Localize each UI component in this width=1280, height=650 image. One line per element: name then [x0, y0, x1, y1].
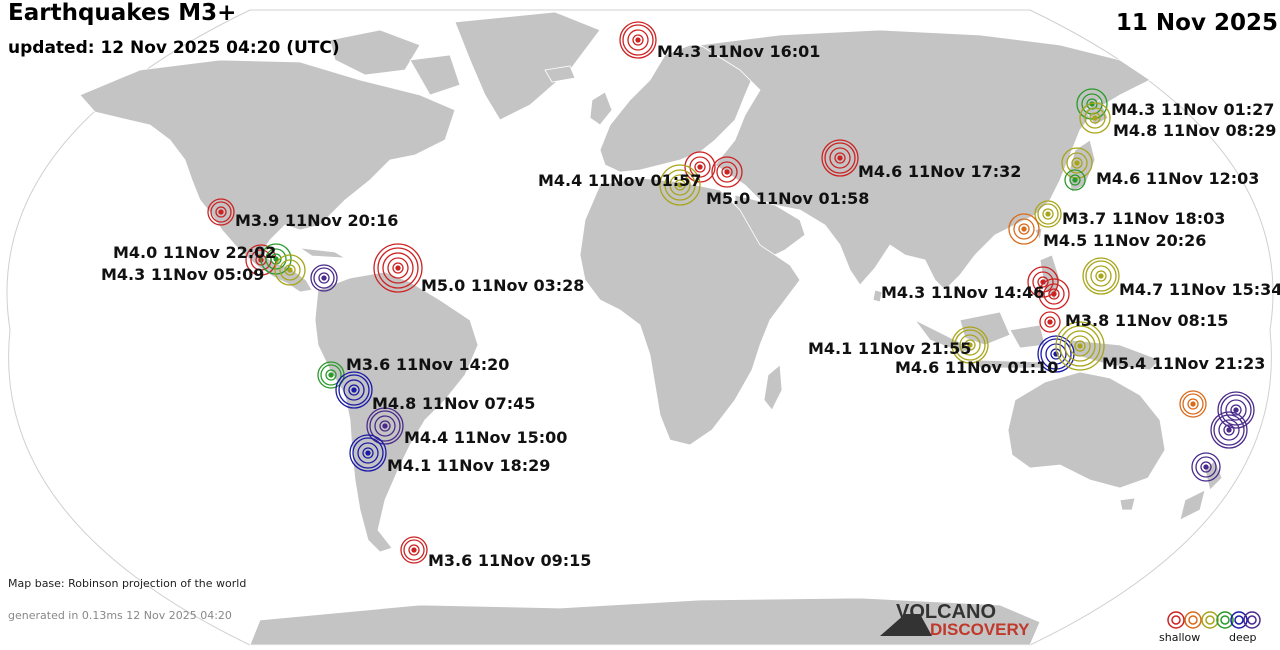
quake-marker: [1039, 311, 1061, 333]
quake-label: M4.4 11Nov 01:57: [538, 171, 702, 190]
quake-marker: [373, 243, 423, 293]
quake-marker: [659, 164, 701, 206]
quake-label: M5.0 11Nov 03:28: [421, 276, 585, 295]
quake-label: M3.6 11Nov 14:20: [346, 355, 510, 374]
quake-label: M5.0 11Nov 01:58: [706, 189, 870, 208]
quake-label: M4.0 11Nov 22:02: [113, 243, 277, 262]
map-title: Earthquakes M3+: [8, 0, 237, 26]
quake-marker: [1079, 102, 1111, 134]
quake-marker: [1038, 278, 1070, 310]
quake-marker: [821, 139, 859, 177]
quake-marker: [207, 198, 235, 226]
logo-volcano-text[interactable]: VOLCANO: [896, 601, 996, 623]
quake-label: M3.8 11Nov 08:15: [1065, 311, 1229, 330]
quake-marker: [1064, 169, 1086, 191]
logo-discovery-text[interactable]: DISCOVERY: [930, 620, 1030, 639]
quake-marker: [335, 371, 373, 409]
greenland: [454, 11, 601, 121]
quake-label: M3.9 11Nov 20:16: [235, 211, 399, 230]
quake-marker: [1061, 147, 1093, 179]
legend-deep-label: deep: [1229, 631, 1257, 644]
quake-marker: [260, 243, 292, 275]
quake-label: M4.5 11Nov 20:26: [1043, 231, 1207, 250]
quake-label: M3.6 11Nov 09:15: [428, 551, 592, 570]
australia: [1007, 371, 1166, 489]
quake-marker: [1008, 213, 1040, 245]
volcano-logo-icon: [880, 614, 932, 636]
quake-marker: [310, 264, 338, 292]
quake-marker: [1191, 452, 1221, 482]
quake-label: M4.8 11Nov 08:29: [1113, 121, 1277, 140]
quake-marker: [1179, 390, 1207, 418]
quake-marker: [619, 21, 657, 59]
quake-label: M4.3 11Nov 01:27: [1111, 100, 1275, 119]
quake-label: M4.1 11Nov 18:29: [387, 456, 551, 475]
quake-marker: [1034, 200, 1062, 228]
map-date: 11 Nov 2025: [1115, 10, 1278, 36]
quake-label: M4.6 11Nov 17:32: [858, 162, 1022, 181]
quake-label: M4.3 11Nov 14:46: [881, 283, 1045, 302]
updated-timestamp: updated: 12 Nov 2025 04:20 (UTC): [8, 38, 340, 58]
quake-marker: [366, 407, 404, 445]
quake-label: M4.6 11Nov 12:03: [1096, 169, 1260, 188]
quake-marker: [400, 536, 428, 564]
arctic-islands: [329, 29, 421, 76]
quake-marker: [1055, 321, 1105, 371]
quake-marker: [1210, 411, 1248, 449]
generated-note: generated in 0.13ms 12 Nov 2025 04:20: [8, 609, 232, 622]
quake-label: M4.1 11Nov 21:55: [808, 339, 972, 358]
quake-label: M3.7 11Nov 18:03: [1062, 209, 1226, 228]
africa: [579, 177, 801, 446]
quake-label: M4.6 11Nov 01:10: [895, 358, 1059, 377]
map-base-note: Map base: Robinson projection of the wor…: [8, 577, 247, 590]
legend-shallow-label: shallow: [1159, 631, 1201, 644]
antarctica: [249, 597, 1041, 646]
quake-label: M4.8 11Nov 07:45: [372, 394, 536, 413]
quake-marker: [274, 254, 306, 286]
quake-label: M4.4 11Nov 15:00: [404, 428, 568, 447]
quake-marker: [1082, 257, 1120, 295]
quake-label: M4.7 11Nov 15:34: [1119, 280, 1280, 299]
europe: [599, 44, 761, 173]
quake-marker: [349, 434, 387, 472]
quake-label: M5.4 11Nov 21:23: [1102, 354, 1266, 373]
quake-marker: [1027, 266, 1059, 298]
quake-marker: [1217, 391, 1255, 429]
quake-label: M4.3 11Nov 16:01: [657, 42, 821, 61]
quake-marker: [711, 156, 743, 188]
quake-label: M4.3 11Nov 05:09: [101, 265, 265, 284]
quake-marker: [951, 326, 989, 364]
depth-legend: [1167, 611, 1261, 629]
